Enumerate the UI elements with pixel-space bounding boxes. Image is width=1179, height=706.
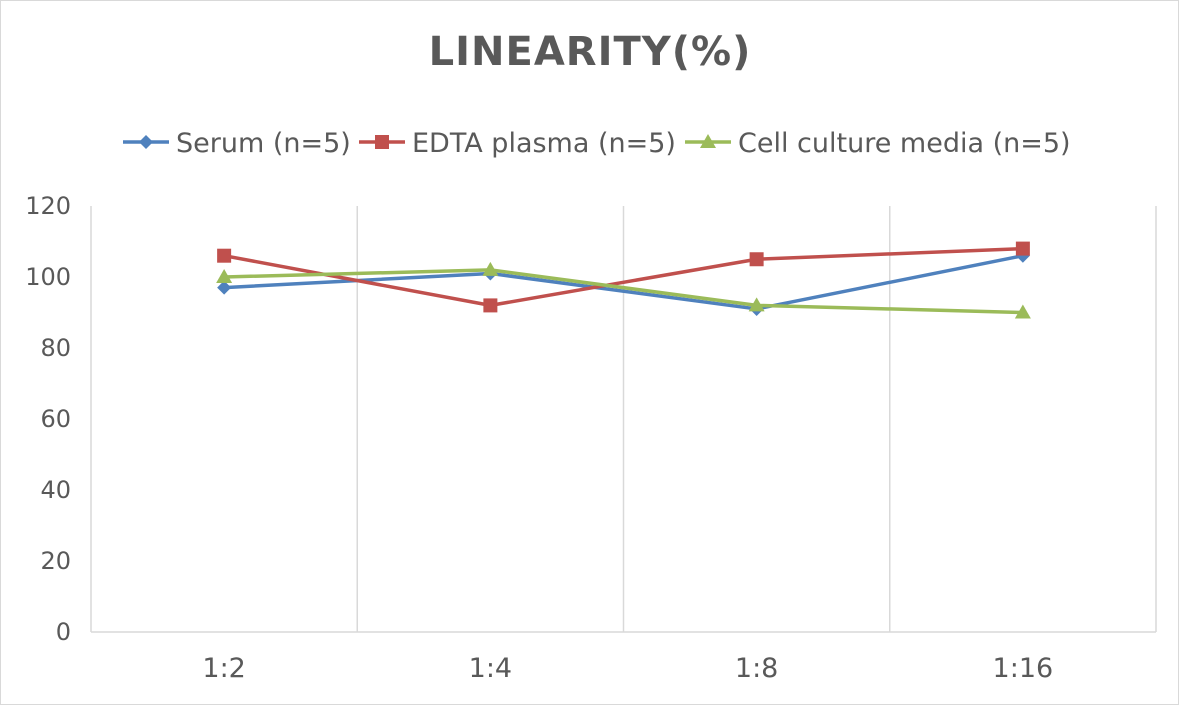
y-tick-label: 60	[40, 405, 71, 433]
data-point	[482, 261, 499, 276]
data-point	[483, 298, 498, 313]
legend-marker	[375, 135, 389, 149]
series-line	[224, 268, 1023, 315]
x-tick-label: 1:16	[993, 653, 1054, 684]
legend-marker	[139, 135, 153, 149]
data-point	[217, 248, 232, 263]
y-tick-label: 100	[25, 263, 71, 291]
data-point	[748, 297, 765, 312]
data-point	[217, 280, 232, 295]
chart-title: LINEARITY(%)	[429, 29, 752, 75]
y-tick-label: 120	[25, 192, 71, 220]
y-tick-label: 80	[40, 334, 71, 362]
x-tick-label: 1:4	[469, 653, 512, 684]
legend-label: Cell culture media (n=5)	[738, 128, 1071, 159]
x-tick-label: 1:2	[202, 653, 245, 684]
data-point	[216, 269, 233, 283]
y-tick-label: 40	[40, 476, 71, 504]
legend-label: Serum (n=5)	[176, 128, 351, 159]
y-tick-label: 20	[40, 547, 71, 575]
legend-marker	[700, 134, 716, 148]
data-point	[1015, 241, 1030, 256]
x-tick-label: 1:8	[735, 653, 778, 684]
y-tick-label: 0	[56, 618, 71, 646]
legend-label: EDTA plasma (n=5)	[412, 128, 676, 159]
data-point	[749, 252, 764, 267]
series-line	[223, 246, 1023, 308]
data-point	[1014, 304, 1031, 319]
